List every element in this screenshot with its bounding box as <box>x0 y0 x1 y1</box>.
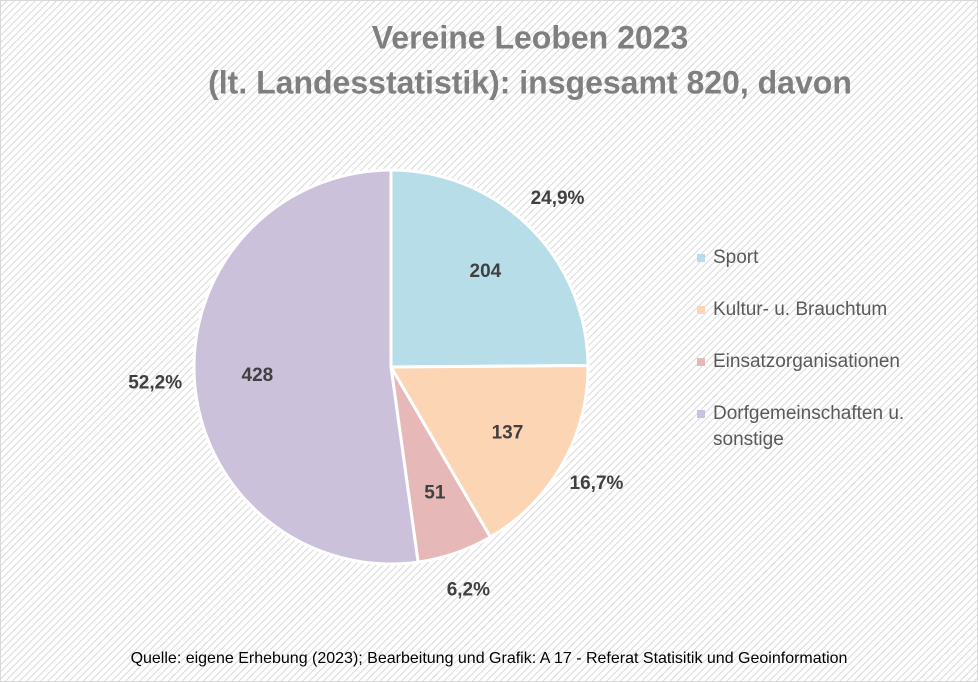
legend-label: Dorfgemeinschaften u. sonstige <box>713 403 905 450</box>
value-label: 51 <box>424 483 446 504</box>
legend-item: Sport <box>697 245 967 271</box>
legend-swatch <box>697 410 705 418</box>
legend-item: Dorfgemeinschaften u. sonstige <box>697 401 967 453</box>
value-label: 204 <box>470 261 502 282</box>
legend-label: Sport <box>713 247 759 268</box>
source-note: Quelle: eigene Erhebung (2023); Bearbeit… <box>130 650 848 667</box>
percentage-label: 6,2% <box>447 579 490 600</box>
pie-slice <box>192 168 420 566</box>
legend-swatch <box>697 358 705 366</box>
legend-item: Einsatzorganisationen <box>697 349 967 375</box>
percentage-label: 16,7% <box>570 473 624 494</box>
legend-item: Kultur- u. Brauchtum <box>697 297 967 323</box>
pie-slice <box>389 168 590 369</box>
percentage-label: 24,9% <box>531 188 585 209</box>
legend-label: Kultur- u. Brauchtum <box>713 299 888 320</box>
percentage-label: 52,2% <box>128 372 182 393</box>
legend-label: Einsatzorganisationen <box>713 351 900 372</box>
chart-title: Vereine Leoben 2023 <box>372 19 689 55</box>
pie-slice <box>388 363 590 540</box>
value-label: 428 <box>242 365 274 386</box>
legend-swatch <box>697 254 705 262</box>
chart-title: (lt. Landesstatistik): insgesamt 820, da… <box>208 64 852 100</box>
value-label: 137 <box>492 422 524 443</box>
legend-swatch <box>697 306 705 314</box>
legend: Sport Kultur- u. Brauchtum Einsatzorganisa… <box>697 245 967 479</box>
